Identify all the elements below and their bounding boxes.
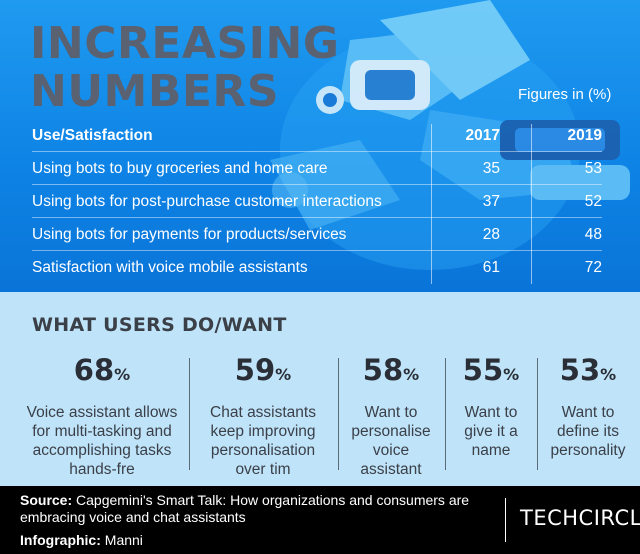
stat-value: 59%	[194, 352, 332, 393]
row-value-2019: 53	[584, 160, 602, 177]
percent-sign: %	[600, 365, 617, 384]
row-value-2017: 35	[482, 160, 500, 177]
desc-line: personalisation	[210, 442, 316, 459]
desc-line: Chat assistants	[210, 404, 316, 421]
column-divider-2019	[531, 124, 532, 284]
infographic-text: Manni	[100, 532, 143, 548]
desc-line: over tim	[235, 461, 291, 478]
source-label: Source:	[20, 492, 73, 508]
stat-divider	[189, 358, 190, 470]
stat-divider	[445, 358, 446, 470]
table-row: Using bots for post-purchase customer in…	[32, 185, 602, 218]
usage-table: Use/Satisfaction 2017 2019 Using bots to…	[32, 119, 602, 284]
stat-description: Want to personalise voice assistant	[342, 403, 440, 479]
what-users-section: WHAT USERS DO/WANT 68% Voice assistant a…	[0, 292, 640, 486]
desc-line: for multi-tasking and	[32, 423, 172, 440]
stat-number: 55	[462, 353, 504, 387]
desc-line: Voice assistant allows	[26, 404, 178, 421]
column-header-use: Use/Satisfaction	[32, 127, 153, 144]
row-label: Using bots for post-purchase customer in…	[32, 193, 382, 210]
stat-item: 53% Want to define its personality	[540, 352, 636, 460]
title-line-2: NUMBERS	[30, 66, 280, 117]
row-label: Using bots to buy groceries and home car…	[32, 160, 328, 177]
desc-line: define its	[556, 423, 620, 440]
footer: Source: Capgemini's Smart Talk: How orga…	[0, 486, 640, 554]
percent-sign: %	[275, 365, 292, 384]
section-title: WHAT USERS DO/WANT	[32, 314, 287, 336]
stat-value: 55%	[448, 352, 534, 393]
stat-value: 53%	[540, 352, 636, 393]
percent-sign: %	[403, 365, 420, 384]
stat-number: 58	[362, 353, 404, 387]
table-row: Using bots for payments for products/ser…	[32, 218, 602, 251]
row-value-2017: 61	[482, 259, 500, 276]
column-header-2017: 2017	[465, 127, 500, 144]
table-header-row: Use/Satisfaction 2017 2019	[32, 119, 602, 152]
stat-number: 53	[559, 353, 601, 387]
robot-illustration-icon	[270, 0, 630, 270]
page-title: INCREASING NUMBERS	[30, 20, 339, 116]
stat-description: Voice assistant allows for multi-tasking…	[12, 403, 192, 479]
footer-divider	[505, 498, 506, 542]
row-value-2019: 72	[584, 259, 602, 276]
percent-sign: %	[114, 365, 131, 384]
row-label: Satisfaction with voice mobile assistant…	[32, 259, 308, 276]
desc-line: voice	[372, 442, 410, 459]
stat-description: Want to define its personality	[540, 403, 636, 460]
top-section: INCREASING NUMBERS Figures in (%) Use/Sa…	[0, 0, 640, 292]
stat-value: 58%	[342, 352, 440, 393]
title-line-1: INCREASING	[30, 18, 340, 69]
desc-line: Want to	[464, 404, 518, 421]
desc-line: hands-fre	[69, 461, 135, 478]
desc-line: personality	[550, 442, 626, 459]
table-row: Satisfaction with voice mobile assistant…	[32, 251, 602, 284]
desc-line: Want to	[364, 404, 418, 421]
stat-description: Chat assistants keep improving personali…	[194, 403, 332, 479]
table-row: Using bots to buy groceries and home car…	[32, 152, 602, 185]
desc-line: assistant	[360, 461, 422, 478]
stat-number: 68	[73, 353, 115, 387]
row-value-2017: 28	[482, 226, 500, 243]
infographic-credit: Infographic: Manni	[20, 532, 143, 549]
source-text: Capgemini's Smart Talk: How organization…	[20, 492, 470, 525]
stat-value: 68%	[12, 352, 192, 393]
column-header-2019: 2019	[567, 127, 602, 144]
row-label: Using bots for payments for products/ser…	[32, 226, 347, 243]
stat-item: 68% Voice assistant allows for multi-tas…	[12, 352, 192, 479]
stat-item: 59% Chat assistants keep improving perso…	[194, 352, 332, 479]
percent-sign: %	[503, 365, 520, 384]
desc-line: name	[471, 442, 511, 459]
figures-note: Figures in (%)	[518, 86, 612, 103]
source-note: Source: Capgemini's Smart Talk: How orga…	[20, 492, 490, 526]
desc-line: personalise	[351, 423, 431, 440]
row-value-2019: 48	[584, 226, 602, 243]
desc-line: accomplishing tasks	[32, 442, 172, 459]
stat-divider	[338, 358, 339, 470]
infographic-label: Infographic:	[20, 532, 101, 548]
desc-line: give it a	[464, 423, 518, 440]
stat-number: 59	[234, 353, 276, 387]
stat-divider	[537, 358, 538, 470]
row-value-2019: 52	[584, 193, 602, 210]
stat-item: 55% Want to give it a name	[448, 352, 534, 460]
row-value-2017: 37	[482, 193, 500, 210]
column-divider-2017	[431, 124, 432, 284]
desc-line: Want to	[561, 404, 615, 421]
stat-item: 58% Want to personalise voice assistant	[342, 352, 440, 479]
desc-line: keep improving	[210, 423, 316, 440]
brand-logo: TECHCIRCLE	[520, 506, 640, 530]
stat-description: Want to give it a name	[448, 403, 534, 460]
